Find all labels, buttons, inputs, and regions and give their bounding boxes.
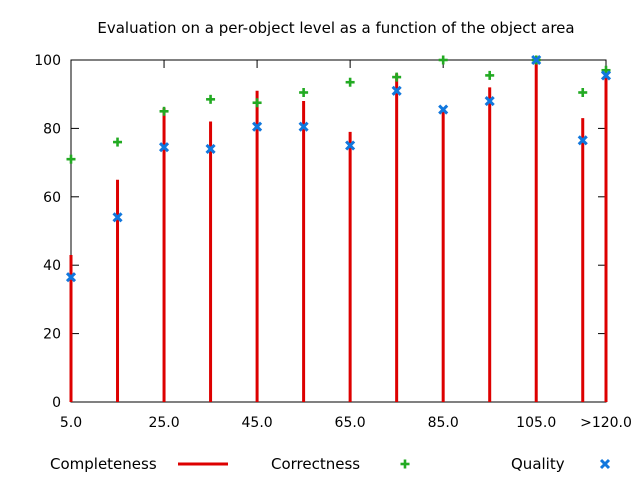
- correctness-point: [206, 94, 216, 104]
- correctness-point: [438, 55, 448, 65]
- y-tick-label: 80: [43, 121, 61, 137]
- chart-title: Evaluation on a per-object level as a fu…: [97, 19, 574, 37]
- quality-point-b: [438, 104, 449, 115]
- quality-point: [484, 95, 495, 107]
- quality-point-b: [252, 121, 263, 132]
- legend-swatch-quality: [599, 458, 611, 470]
- legend-label-quality: Quality: [511, 455, 565, 473]
- quality-point: [252, 121, 263, 132]
- quality-point: [577, 135, 588, 146]
- quality-point: [600, 70, 612, 81]
- x-axis: 5.0 25.0 45.0 65.0 85.0 105.0 >120.0: [60, 60, 632, 431]
- correctness-point: [299, 87, 309, 97]
- quality-point-b: [65, 272, 77, 283]
- legend-swatch-quality-b: [599, 458, 611, 470]
- quality-point-b: [205, 143, 216, 154]
- correctness-point: [578, 87, 588, 97]
- x-tick-label: 45.0: [242, 415, 273, 431]
- quality-point-b: [391, 85, 402, 96]
- correctness-point: [345, 77, 355, 87]
- quality-point: [298, 121, 309, 132]
- quality-point: [345, 140, 356, 151]
- quality-point-b: [298, 121, 309, 132]
- quality-point: [531, 54, 542, 66]
- legend-label-correctness: Correctness: [271, 455, 360, 473]
- quality-point: [391, 85, 402, 96]
- quality-point: [205, 143, 216, 154]
- quality-point-b: [345, 140, 356, 151]
- quality-point-b: [600, 70, 612, 81]
- x-tick-label: >120.0: [580, 415, 632, 431]
- correctness-point: [485, 70, 495, 80]
- correctness-point: [252, 98, 262, 108]
- y-tick-label: 60: [43, 190, 61, 206]
- y-tick-label: 100: [34, 53, 61, 69]
- x-tick-label: 65.0: [335, 415, 366, 431]
- quality-point: [112, 212, 123, 223]
- x-tick-label: 25.0: [148, 415, 179, 431]
- x-tick-label: 5.0: [60, 415, 82, 431]
- y-tick-label: 20: [43, 327, 61, 343]
- quality-point-b: [577, 135, 588, 146]
- legend: Completeness Correctness Quality: [50, 455, 611, 473]
- quality-point-b: [112, 212, 123, 223]
- quality-point-b: [158, 142, 170, 153]
- y-tick-label: 0: [52, 395, 61, 411]
- legend-swatch-correctness: [400, 459, 410, 469]
- x-tick-label: 105.0: [516, 415, 556, 431]
- correctness-point: [113, 137, 123, 147]
- quality-point: [65, 272, 77, 283]
- series-layer: [65, 54, 612, 402]
- quality-point-b: [531, 54, 542, 66]
- y-axis: 0 20 40 60 80 100: [34, 53, 606, 411]
- correctness-point: [392, 72, 402, 82]
- plot-frame: [70, 59, 607, 403]
- y-tick-label: 40: [43, 258, 61, 274]
- correctness-point: [601, 65, 611, 75]
- quality-point: [438, 104, 449, 115]
- correctness-point: [66, 154, 76, 164]
- legend-label-completeness: Completeness: [50, 455, 157, 473]
- quality-point-b: [484, 95, 495, 107]
- x-tick-label: 85.0: [428, 415, 459, 431]
- quality-point: [158, 142, 170, 153]
- correctness-point: [159, 106, 169, 116]
